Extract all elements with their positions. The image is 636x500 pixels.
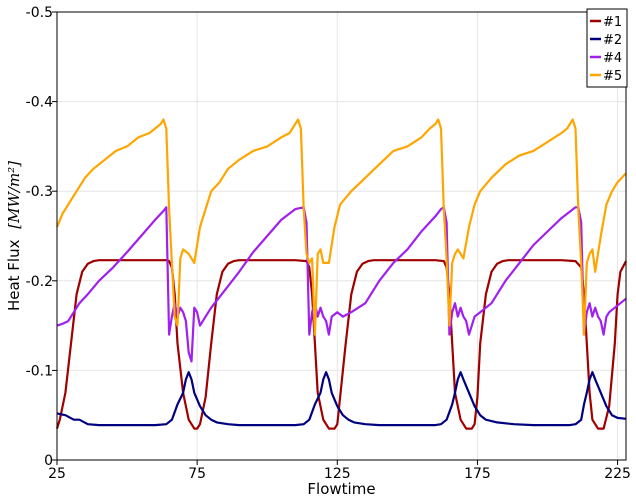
x-tick-label: 225 — [604, 466, 631, 482]
series-line-n2 — [56, 371, 627, 427]
legend-label: #5 — [603, 69, 622, 84]
x-tick-label: 125 — [324, 466, 351, 482]
y-axis-title: Heat Flux [MW/m²] — [5, 161, 23, 311]
legend-label: #2 — [603, 33, 622, 48]
x-tick-label: 75 — [188, 466, 206, 482]
y-axis-ticks: 0 -0.1 -0.2 -0.3 -0.4 -0.5 — [26, 5, 57, 469]
legend-label: #1 — [603, 15, 622, 30]
y-tick-label: -0.1 — [26, 363, 53, 379]
y-axis-title-unit: [MW/m²] — [5, 161, 23, 229]
y-tick-label: 0 — [44, 453, 53, 469]
x-tick-label: 25 — [48, 466, 66, 482]
series-line-n4 — [56, 206, 627, 363]
series-line-n1 — [55, 259, 627, 430]
x-tick-label: 175 — [464, 466, 491, 482]
y-tick-label: -0.3 — [26, 184, 53, 200]
series-lines — [55, 118, 627, 430]
y-axis-title-text: Heat Flux — [5, 239, 23, 311]
x-axis-title: Flowtime — [307, 480, 375, 498]
legend-label: #4 — [603, 51, 622, 66]
x-axis-ticks: 25 75 125 175 225 — [48, 460, 631, 482]
legend: #1 #2 #4 #5 — [586, 8, 628, 88]
y-tick-label: -0.4 — [26, 95, 53, 111]
y-tick-label: -0.5 — [26, 5, 53, 21]
series-line-n5 — [55, 118, 627, 336]
plot-frame — [56, 11, 627, 461]
y-tick-label: -0.2 — [26, 274, 53, 290]
